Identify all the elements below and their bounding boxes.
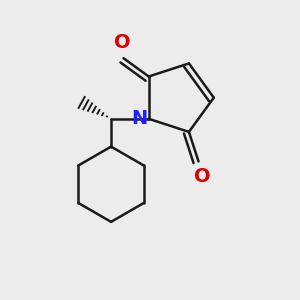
Text: O: O <box>194 167 211 186</box>
Text: N: N <box>131 109 147 128</box>
Text: O: O <box>114 33 130 52</box>
